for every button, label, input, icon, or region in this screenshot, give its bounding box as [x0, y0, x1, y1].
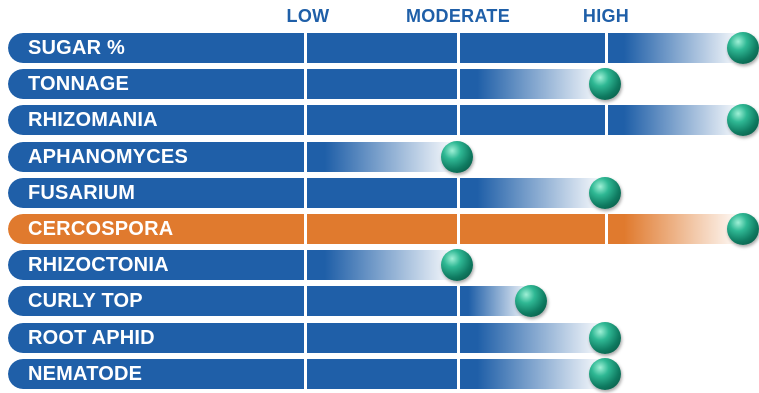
gridline: [304, 141, 307, 172]
bar-segment: [307, 177, 457, 208]
bar-row: FUSARIUM: [8, 176, 751, 209]
gridline: [457, 322, 460, 353]
bar-segment: [460, 214, 605, 244]
teal-sphere-icon: [589, 357, 621, 390]
gridline: [457, 105, 460, 136]
teal-sphere-icon: [515, 285, 547, 318]
bar: [8, 250, 457, 281]
level-label-moderate: MODERATE: [405, 6, 511, 26]
level-label-high: HIGH: [582, 6, 630, 26]
gridline: [304, 286, 307, 317]
gridline: [457, 177, 460, 208]
category-label: RHIZOMANIA: [28, 109, 158, 132]
bar: [8, 286, 531, 317]
bar-segment: [8, 250, 304, 281]
bar-segment: [307, 33, 457, 63]
gridline: [457, 33, 460, 63]
bar-segment: [8, 141, 304, 172]
bar-segment: [8, 322, 304, 353]
category-label: APHANOMYCES: [28, 145, 188, 168]
bar-segment: [307, 322, 457, 353]
bar-segment: [8, 358, 304, 389]
teal-sphere-icon: [727, 32, 759, 64]
bar: [8, 358, 605, 389]
teal-sphere-icon: [589, 321, 621, 354]
bar-segment: [460, 33, 605, 63]
teal-sphere-icon: [589, 176, 621, 209]
gridline: [304, 214, 307, 244]
bar-row: CURLY TOP: [8, 285, 751, 318]
gridline: [304, 33, 307, 63]
bar: [8, 105, 743, 136]
bar-row: ROOT APHID: [8, 321, 751, 354]
gridline: [304, 322, 307, 353]
bar-segment: [608, 105, 743, 136]
bar-segment: [307, 141, 457, 172]
bar-row: CERCOSPORA: [8, 213, 759, 245]
category-label: FUSARIUM: [28, 181, 136, 204]
category-label: NEMATODE: [28, 362, 143, 385]
bar-row: RHIZOCTONIA: [8, 249, 751, 282]
bar-segment: [608, 33, 743, 63]
bar-row: RHIZOMANIA: [8, 104, 759, 137]
bar: [8, 69, 605, 100]
bar-row: SUGAR %: [8, 32, 759, 64]
bar-segment: [460, 105, 605, 136]
bar-segment: [608, 214, 743, 244]
category-label: SUGAR %: [28, 37, 125, 59]
gridline: [605, 214, 608, 244]
bar-segment: [307, 358, 457, 389]
bar-segment: [460, 69, 605, 100]
bar-segment: [307, 69, 457, 100]
bar-row: TONNAGE: [8, 68, 751, 101]
gridline: [457, 69, 460, 100]
bar-segment: [8, 33, 304, 63]
bar: [8, 214, 743, 244]
bar-segment: [307, 105, 457, 136]
gridline: [304, 358, 307, 389]
gridline: [457, 286, 460, 317]
category-label: TONNAGE: [28, 73, 130, 96]
bar: [8, 177, 605, 208]
bar-segment: [307, 214, 457, 244]
teal-sphere-icon: [727, 104, 759, 137]
bar-segment: [8, 214, 304, 244]
category-label: CERCOSPORA: [28, 218, 174, 240]
category-label: RHIZOCTONIA: [28, 254, 169, 277]
bar: [8, 141, 457, 172]
bar-row: APHANOMYCES: [8, 140, 751, 173]
gridline: [605, 105, 608, 136]
bar-segment: [307, 286, 457, 317]
bar: [8, 322, 605, 353]
gridline: [304, 250, 307, 281]
level-label-low: LOW: [286, 6, 330, 26]
bar-segment: [460, 322, 605, 353]
gridline: [304, 177, 307, 208]
teal-sphere-icon: [441, 140, 473, 173]
gridline: [304, 69, 307, 100]
teal-sphere-icon: [727, 213, 759, 245]
bar-row: NEMATODE: [8, 357, 751, 390]
gridline: [304, 105, 307, 136]
bar-segment: [8, 286, 304, 317]
bar-segment: [307, 250, 457, 281]
gridline: [457, 214, 460, 244]
gridline: [457, 358, 460, 389]
bar-segment: [460, 177, 605, 208]
teal-sphere-icon: [441, 249, 473, 282]
bar-segment: [460, 358, 605, 389]
bar: [8, 33, 743, 63]
bar-segment: [8, 105, 304, 136]
category-label: ROOT APHID: [28, 326, 155, 349]
bar-segment: [8, 177, 304, 208]
gridline: [605, 33, 608, 63]
bar-segment: [8, 69, 304, 100]
teal-sphere-icon: [589, 68, 621, 101]
category-label: CURLY TOP: [28, 290, 143, 313]
